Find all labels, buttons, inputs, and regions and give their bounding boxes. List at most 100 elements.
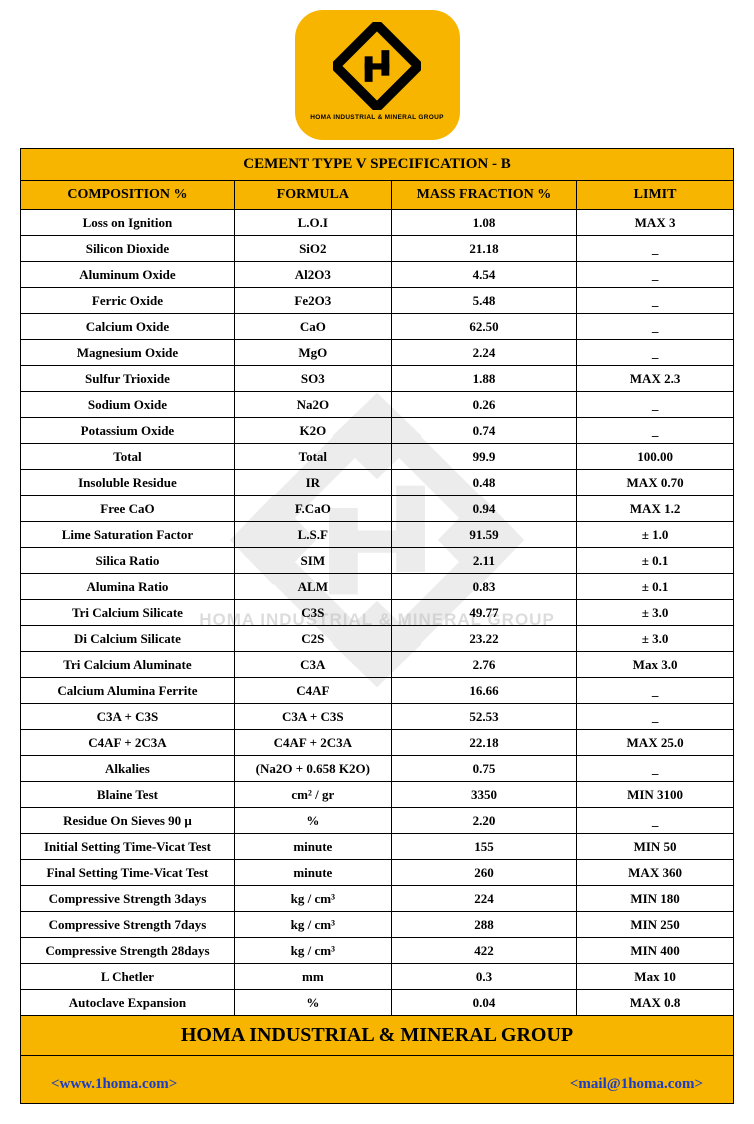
table-row: TotalTotal99.9100.00	[21, 444, 734, 470]
cell: Total	[21, 444, 235, 470]
cell: MAX 0.8	[577, 990, 734, 1016]
cell: Final Setting Time-Vicat Test	[21, 860, 235, 886]
table-row: Magnesium OxideMgO2.24_	[21, 340, 734, 366]
cell: C4AF + 2C3A	[234, 730, 391, 756]
cell: MAX 360	[577, 860, 734, 886]
cell: ± 1.0	[577, 522, 734, 548]
cell: 52.53	[391, 704, 576, 730]
table-header-row: COMPOSITION % FORMULA MASS FRACTION % LI…	[21, 181, 734, 210]
table-row: Autoclave Expansion%0.04MAX 0.8	[21, 990, 734, 1016]
table-title: CEMENT TYPE V SPECIFICATION - B	[21, 149, 734, 181]
cell: Compressive Strength 3days	[21, 886, 235, 912]
table-row: Compressive Strength 3dayskg / cm³224MIN…	[21, 886, 734, 912]
cell: 2.76	[391, 652, 576, 678]
cell: 288	[391, 912, 576, 938]
footer-links-cell: <www.1homa.com> <mail@1homa.com>	[21, 1056, 734, 1104]
cell: 23.22	[391, 626, 576, 652]
cell: 0.75	[391, 756, 576, 782]
spec-table: CEMENT TYPE V SPECIFICATION - B COMPOSIT…	[20, 148, 734, 1104]
cell: Loss on Ignition	[21, 210, 235, 236]
cell: %	[234, 990, 391, 1016]
cell: C4AF	[234, 678, 391, 704]
cell: 91.59	[391, 522, 576, 548]
cell: Silicon Dioxide	[21, 236, 235, 262]
logo-card: HOMA INDUSTRIAL & MINERAL GROUP	[295, 10, 460, 140]
col-composition: COMPOSITION %	[21, 181, 235, 210]
table-row: Aluminum OxideAl2O34.54_	[21, 262, 734, 288]
cell: 22.18	[391, 730, 576, 756]
cell: Insoluble Residue	[21, 470, 235, 496]
cell: _	[577, 678, 734, 704]
cell: 0.04	[391, 990, 576, 1016]
cell: 2.24	[391, 340, 576, 366]
cell: 4.54	[391, 262, 576, 288]
cell: Total	[234, 444, 391, 470]
cell: _	[577, 756, 734, 782]
cell: 2.20	[391, 808, 576, 834]
cell: CaO	[234, 314, 391, 340]
cell: 100.00	[577, 444, 734, 470]
table-row: Silicon DioxideSiO221.18_	[21, 236, 734, 262]
table-row: C4AF + 2C3AC4AF + 2C3A22.18MAX 25.0	[21, 730, 734, 756]
cell: (Na2O + 0.658 K2O)	[234, 756, 391, 782]
cell: IR	[234, 470, 391, 496]
cell: kg / cm³	[234, 912, 391, 938]
table-row: Final Setting Time-Vicat Testminute260MA…	[21, 860, 734, 886]
table-row: L Chetlermm0.3Max 10	[21, 964, 734, 990]
cell: Autoclave Expansion	[21, 990, 235, 1016]
cell: _	[577, 314, 734, 340]
cell: L Chetler	[21, 964, 235, 990]
table-row: Initial Setting Time-Vicat Testminute155…	[21, 834, 734, 860]
cell: L.S.F	[234, 522, 391, 548]
table-row: Residue On Sieves 90 μ%2.20_	[21, 808, 734, 834]
cell: MIN 250	[577, 912, 734, 938]
footer-title: HOMA INDUSTRIAL & MINERAL GROUP	[21, 1016, 734, 1056]
cell: ALM	[234, 574, 391, 600]
table-row: Sodium OxideNa2O0.26_	[21, 392, 734, 418]
cell: ± 3.0	[577, 600, 734, 626]
cell: 0.83	[391, 574, 576, 600]
cell: _	[577, 262, 734, 288]
cell: C4AF + 2C3A	[21, 730, 235, 756]
cell: minute	[234, 834, 391, 860]
footer-link-email[interactable]: <mail@1homa.com>	[570, 1076, 703, 1093]
cell: Max 3.0	[577, 652, 734, 678]
cell: _	[577, 288, 734, 314]
col-massfraction: MASS FRACTION %	[391, 181, 576, 210]
cell: _	[577, 704, 734, 730]
cell: MgO	[234, 340, 391, 366]
table-row: Calcium OxideCaO62.50_	[21, 314, 734, 340]
cell: 1.08	[391, 210, 576, 236]
cell: MIN 400	[577, 938, 734, 964]
cell: K2O	[234, 418, 391, 444]
table-row: Potassium OxideK2O0.74_	[21, 418, 734, 444]
footer-link-website[interactable]: <www.1homa.com>	[51, 1076, 177, 1093]
cell: Max 10	[577, 964, 734, 990]
cell: _	[577, 808, 734, 834]
cell: Calcium Oxide	[21, 314, 235, 340]
cell: MIN 50	[577, 834, 734, 860]
cell: Calcium Alumina Ferrite	[21, 678, 235, 704]
table-row: Loss on IgnitionL.O.I1.08MAX 3	[21, 210, 734, 236]
cell: MIN 3100	[577, 782, 734, 808]
table-row: Calcium Alumina FerriteC4AF16.66_	[21, 678, 734, 704]
cell: SIM	[234, 548, 391, 574]
cell: C3A + C3S	[234, 704, 391, 730]
cell: Silica Ratio	[21, 548, 235, 574]
table-row: Compressive Strength 28dayskg / cm³422MI…	[21, 938, 734, 964]
cell: MIN 180	[577, 886, 734, 912]
cell: Free CaO	[21, 496, 235, 522]
cell: 0.26	[391, 392, 576, 418]
cell: SiO2	[234, 236, 391, 262]
footer-links-row: <www.1homa.com> <mail@1homa.com>	[21, 1056, 734, 1104]
cell: Di Calcium Silicate	[21, 626, 235, 652]
cell: kg / cm³	[234, 886, 391, 912]
cell: 0.74	[391, 418, 576, 444]
logo-caption: HOMA INDUSTRIAL & MINERAL GROUP	[295, 114, 460, 121]
table-row: Lime Saturation FactorL.S.F91.59± 1.0	[21, 522, 734, 548]
cell: MAX 25.0	[577, 730, 734, 756]
cell: mm	[234, 964, 391, 990]
cell: Residue On Sieves 90 μ	[21, 808, 235, 834]
cell: Potassium Oxide	[21, 418, 235, 444]
cell: _	[577, 340, 734, 366]
